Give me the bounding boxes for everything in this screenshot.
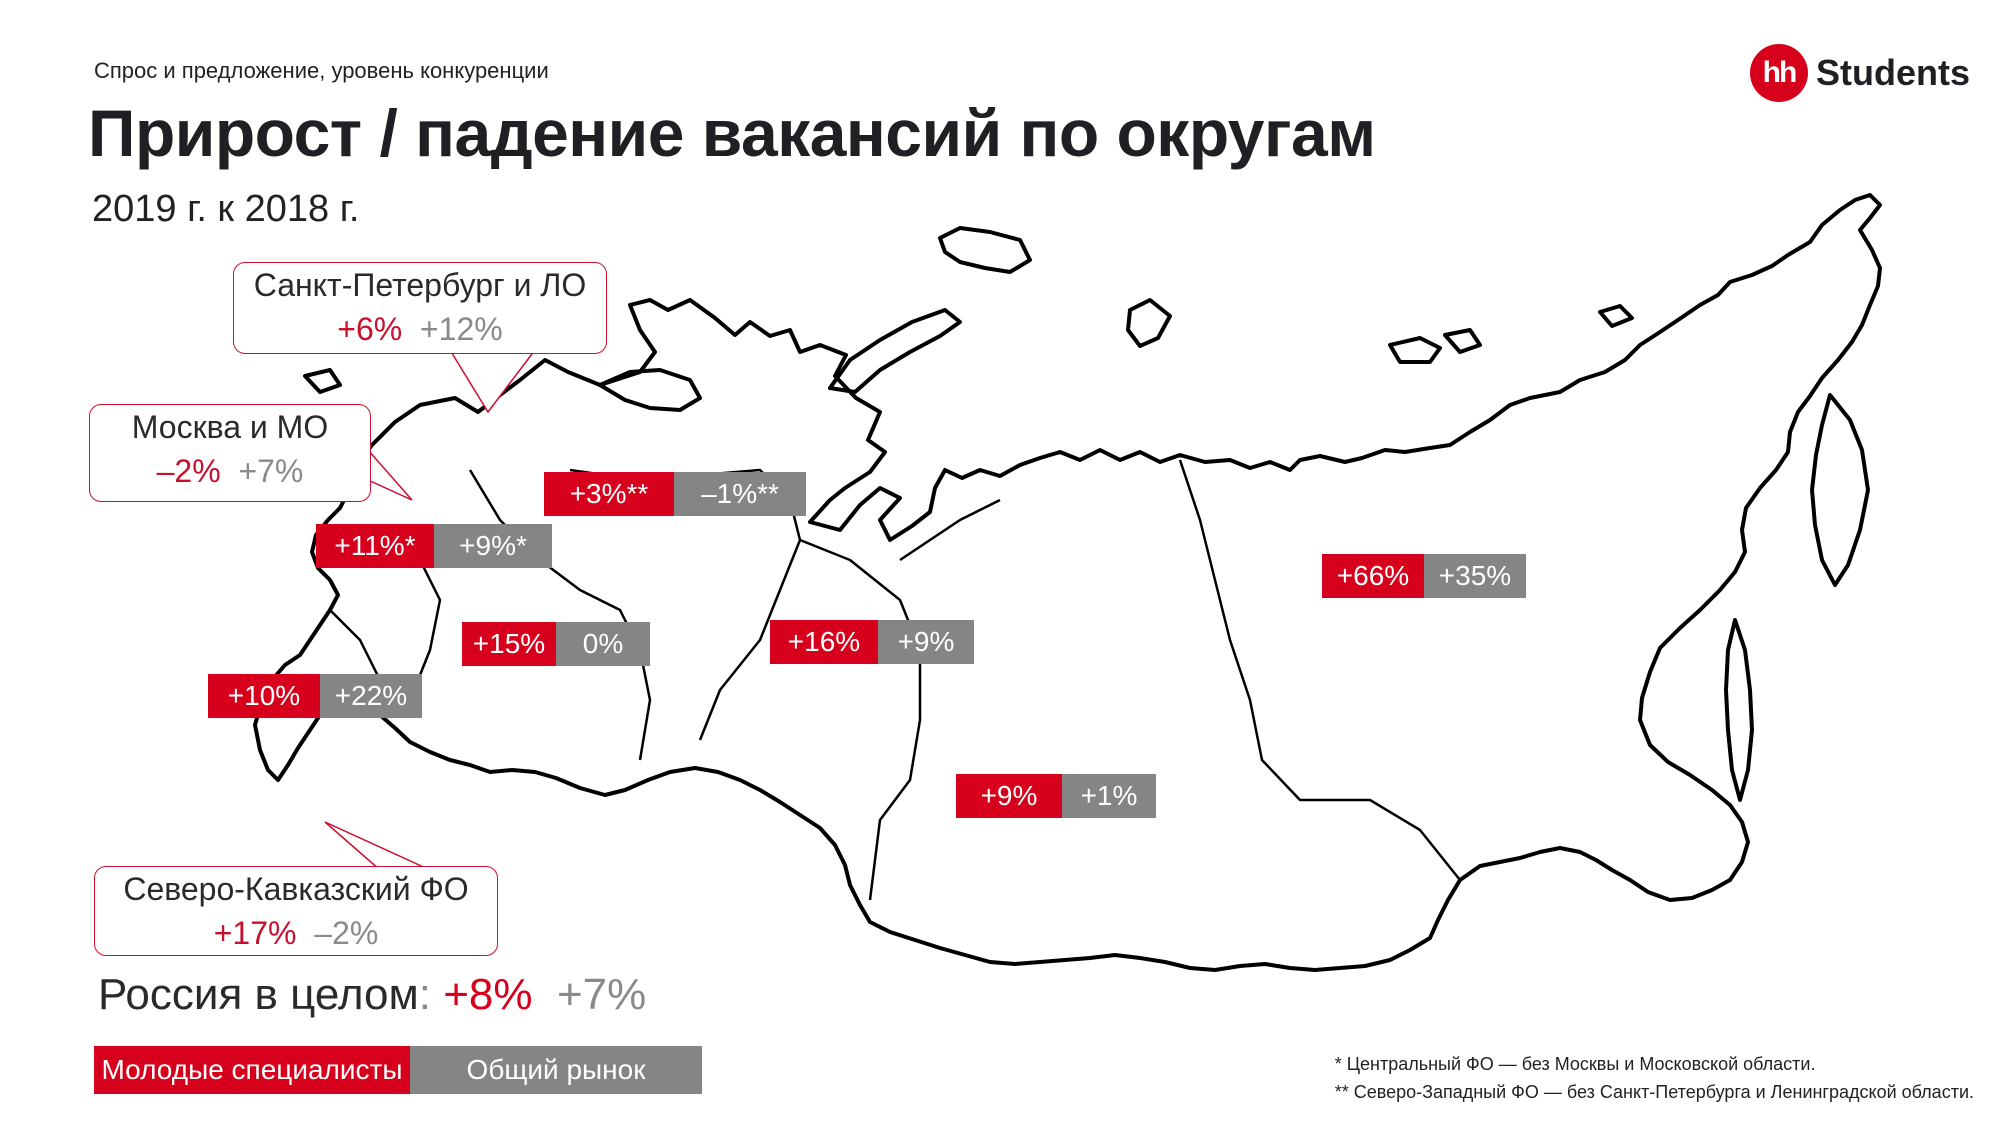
- callout-nkfo-young: +17%: [213, 915, 297, 951]
- tag-fareast: +66% +35%: [1322, 554, 1526, 598]
- page-title: Прирост / падение вакансий по округам: [88, 96, 1376, 170]
- tag-siberia-young: +9%: [956, 774, 1062, 818]
- russia-outline: [253, 193, 1882, 972]
- callout-moscow: Москва и МО –2% +7%: [89, 404, 371, 502]
- tag-south-total: +22%: [320, 674, 422, 718]
- footnotes: * Центральный ФО — без Москвы и Московск…: [1335, 1050, 1974, 1106]
- callout-moscow-young: –2%: [156, 453, 221, 489]
- period-label: 2019 г. к 2018 г.: [92, 188, 360, 230]
- callout-moscow-total: +7%: [238, 453, 304, 489]
- callout-moscow-label: Москва и МО: [131, 409, 329, 445]
- russia-total-colon: :: [418, 970, 431, 1019]
- hh-logo-mark: hh: [1749, 44, 1808, 102]
- tag-northwest: +3%** –1%**: [544, 472, 806, 516]
- callout-spb-total: +12%: [419, 311, 503, 347]
- callout-spb: Санкт-Петербург и ЛО +6% +12%: [233, 262, 607, 354]
- tag-south: +10% +22%: [208, 674, 422, 718]
- callout-spb-young: +6%: [337, 311, 403, 347]
- callout-nkfo-label: Северо-Кавказский ФО: [123, 871, 469, 907]
- hh-logo-text: Students: [1815, 52, 1970, 93]
- tag-fareast-young: +66%: [1322, 554, 1424, 598]
- footnote-1: * Центральный ФО — без Москвы и Московск…: [1334, 1054, 1816, 1074]
- russia-total: Россия в целом: +8% +7%: [98, 970, 646, 1020]
- tag-central: +11%* +9%*: [316, 524, 552, 568]
- callout-nkfo-total: –2%: [314, 915, 379, 951]
- tag-volga: +15% 0%: [462, 622, 650, 666]
- tag-siberia: +9% +1%: [956, 774, 1156, 818]
- tag-ural-young: +16%: [770, 620, 878, 664]
- legend-total: Общий рынок: [410, 1046, 702, 1094]
- callout-spb-label: Санкт-Петербург и ЛО: [253, 267, 587, 303]
- spb-callout-pointer: [449, 349, 536, 414]
- russia-total-young: +8%: [443, 970, 533, 1019]
- tag-volga-total: 0%: [556, 622, 650, 666]
- tag-northwest-total: –1%**: [674, 472, 806, 516]
- tag-northwest-young: +3%**: [544, 472, 674, 516]
- tag-fareast-total: +35%: [1424, 554, 1526, 598]
- tag-volga-young: +15%: [462, 622, 556, 666]
- tag-south-young: +10%: [208, 674, 320, 718]
- callout-nkfo-values: +17% –2%: [95, 911, 497, 955]
- russia-total-label: Россия в целом: [98, 970, 419, 1019]
- callout-moscow-values: –2% +7%: [90, 449, 370, 493]
- legend: Молодые специалисты Общий рынок: [94, 1046, 702, 1094]
- hh-students-logo: hh Students: [1749, 44, 1970, 102]
- callout-spb-values: +6% +12%: [234, 307, 606, 351]
- tag-central-young: +11%*: [316, 524, 434, 568]
- tag-ural-total: +9%: [878, 620, 974, 664]
- legend-young: Молодые специалисты: [94, 1046, 410, 1094]
- footnote-2: ** Северо-Западный ФО — без Санкт-Петерб…: [1334, 1082, 1974, 1102]
- tag-central-total: +9%*: [434, 524, 552, 568]
- tag-ural: +16% +9%: [770, 620, 974, 664]
- page-subtitle: Спрос и предложение, уровень конкуренции: [94, 58, 549, 83]
- callout-nkfo: Северо-Кавказский ФО +17% –2%: [94, 866, 498, 956]
- moscow-callout-pointer: [367, 449, 413, 501]
- nkfo-callout-pointer: [324, 821, 431, 871]
- russia-total-total: +7%: [556, 970, 647, 1019]
- tag-siberia-total: +1%: [1062, 774, 1156, 818]
